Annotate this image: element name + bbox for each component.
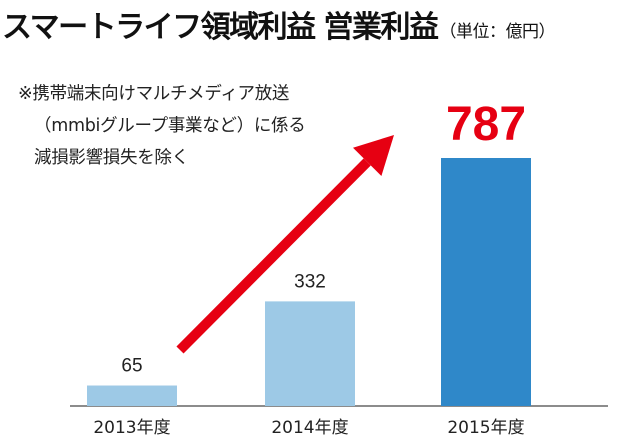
category-label-1: 2014年度 <box>271 418 348 438</box>
chart-title: スマートライフ領域利益 営業利益 （単位：億円） <box>2 2 556 46</box>
category-label-2: 2015年度 <box>447 418 524 438</box>
trend-arrow-head <box>353 135 394 176</box>
footnote-line-3: 減損影響損失を除く <box>34 148 189 168</box>
value-label-1: 332 <box>294 271 326 292</box>
chart-footnote: ※携帯端末向けマルチメディア放送 （mmbiグループ事業など）に係る 減損影響損… <box>18 78 378 174</box>
bar-0 <box>87 385 177 406</box>
bar-1 <box>265 301 355 406</box>
bar-2 <box>441 158 531 406</box>
footnote-line-2: （mmbiグループ事業など）に係る <box>34 116 306 136</box>
value-label-2: 787 <box>446 98 526 151</box>
trend-arrow-shaft <box>176 158 371 354</box>
chart-title-main: スマートライフ領域利益 営業利益 <box>2 10 439 45</box>
footnote-line-1: ※携帯端末向けマルチメディア放送 <box>18 84 290 104</box>
value-label-0: 65 <box>121 356 142 377</box>
category-label-0: 2013年度 <box>93 418 170 438</box>
chart-unit-label: （単位：億円） <box>439 22 556 42</box>
